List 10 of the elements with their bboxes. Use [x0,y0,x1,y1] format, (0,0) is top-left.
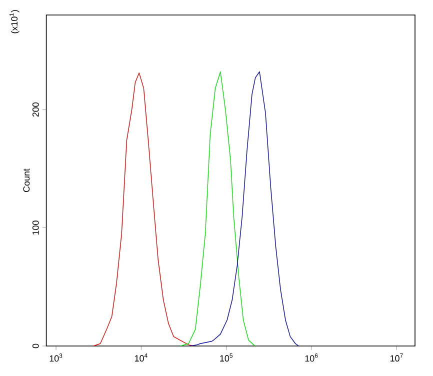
y-axis-title: Count [23,168,30,192]
y-tick-label: 100 [32,220,39,235]
y-tick-label: 200 [32,102,39,117]
text: (x10$^{1}$) [10,10,20,34]
x-tick-label: 10$^{7}$ [390,354,403,362]
y-tick-label: 0 [32,344,39,348]
x-tick-label: 10$^{5}$ [220,354,233,362]
x-tick-label: 10$^{4}$ [134,354,148,362]
x-tick-label: 10$^{3}$ [50,354,62,362]
x-tick-label: 10$^{6}$ [305,354,318,362]
